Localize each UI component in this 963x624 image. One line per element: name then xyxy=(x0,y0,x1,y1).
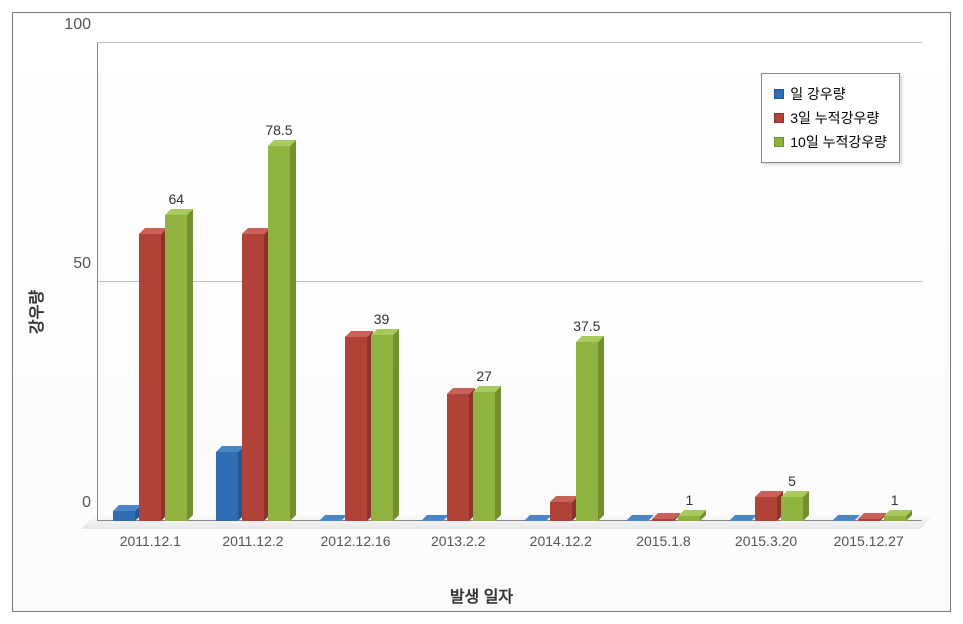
bar xyxy=(447,394,469,521)
legend-item: 3일 누적강우량 xyxy=(774,106,887,130)
bar-group: 12015.1.8 xyxy=(612,43,715,521)
bar: 1 xyxy=(678,516,700,521)
bar: 5 xyxy=(781,497,803,521)
value-label: 1 xyxy=(891,492,899,508)
bar xyxy=(550,502,572,521)
x-tick: 2011.12.1 xyxy=(120,533,181,549)
x-tick: 2015.3.20 xyxy=(735,533,797,549)
legend-swatch xyxy=(774,113,784,123)
bar xyxy=(755,497,777,521)
bar xyxy=(345,337,367,521)
bar xyxy=(242,234,264,521)
x-tick: 2015.1.8 xyxy=(636,533,691,549)
bar xyxy=(652,519,674,521)
x-tick: 2011.12.2 xyxy=(222,533,283,549)
bar: 1 xyxy=(884,516,906,521)
y-axis-label: 강우량 xyxy=(23,290,47,334)
x-axis-label: 발생 일자 xyxy=(13,583,950,607)
legend-label: 10일 누적강우량 xyxy=(790,132,887,152)
x-tick: 2014.12.2 xyxy=(530,533,592,549)
bar xyxy=(858,519,880,521)
bar xyxy=(139,234,161,521)
legend-label: 3일 누적강우량 xyxy=(790,108,879,128)
bar: 39 xyxy=(371,335,393,521)
legend-item: 10일 누적강우량 xyxy=(774,130,887,154)
bar-group: 272013.2.2 xyxy=(407,43,510,521)
bar xyxy=(216,452,238,521)
x-tick: 2013.2.2 xyxy=(431,533,486,549)
bar: 37.5 xyxy=(576,342,598,521)
bar: 78.5 xyxy=(268,146,290,521)
value-label: 78.5 xyxy=(265,122,292,138)
y-axis-line xyxy=(97,43,98,521)
bar xyxy=(113,511,135,521)
bar-group: 37.52014.12.2 xyxy=(510,43,613,521)
bar-group: 642011.12.1 xyxy=(99,43,202,521)
value-label: 1 xyxy=(686,492,694,508)
legend-item: 일 강우량 xyxy=(774,82,887,106)
value-label: 39 xyxy=(374,311,390,327)
x-tick: 2015.12.27 xyxy=(834,533,904,549)
x-tick: 2012.12.16 xyxy=(321,533,391,549)
legend: 일 강우량 3일 누적강우량 10일 누적강우량 xyxy=(761,73,900,163)
value-label: 5 xyxy=(788,473,796,489)
value-label: 64 xyxy=(169,191,185,207)
legend-label: 일 강우량 xyxy=(790,84,845,104)
value-label: 37.5 xyxy=(573,318,600,334)
value-label: 27 xyxy=(476,368,492,384)
y-tick: 50 xyxy=(73,255,99,273)
rainfall-bar-chart: 강우량 발생 일자 642011.12.178.52011.12.2392012… xyxy=(12,12,951,612)
bar: 64 xyxy=(165,215,187,521)
legend-swatch xyxy=(774,89,784,99)
legend-swatch xyxy=(774,137,784,147)
bar-group: 78.52011.12.2 xyxy=(202,43,305,521)
bar: 27 xyxy=(473,392,495,521)
y-tick: 100 xyxy=(64,16,99,34)
bar-group: 392012.12.16 xyxy=(304,43,407,521)
